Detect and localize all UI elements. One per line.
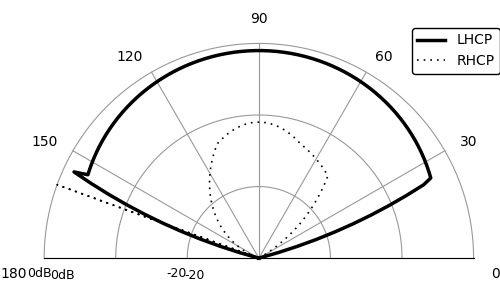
Text: 180: 180 [0,267,27,281]
Text: 0dB: 0dB [28,267,52,280]
Text: 120: 120 [116,50,143,64]
Text: 60: 60 [375,50,392,64]
Text: -20: -20 [184,269,204,282]
Text: 90: 90 [250,12,268,26]
Text: 0dB: 0dB [50,269,75,282]
Text: 150: 150 [32,135,58,149]
Text: 0: 0 [491,267,500,281]
Text: -20: -20 [166,267,187,280]
Text: 30: 30 [460,135,477,149]
Legend: LHCP, RHCP: LHCP, RHCP [412,28,500,74]
